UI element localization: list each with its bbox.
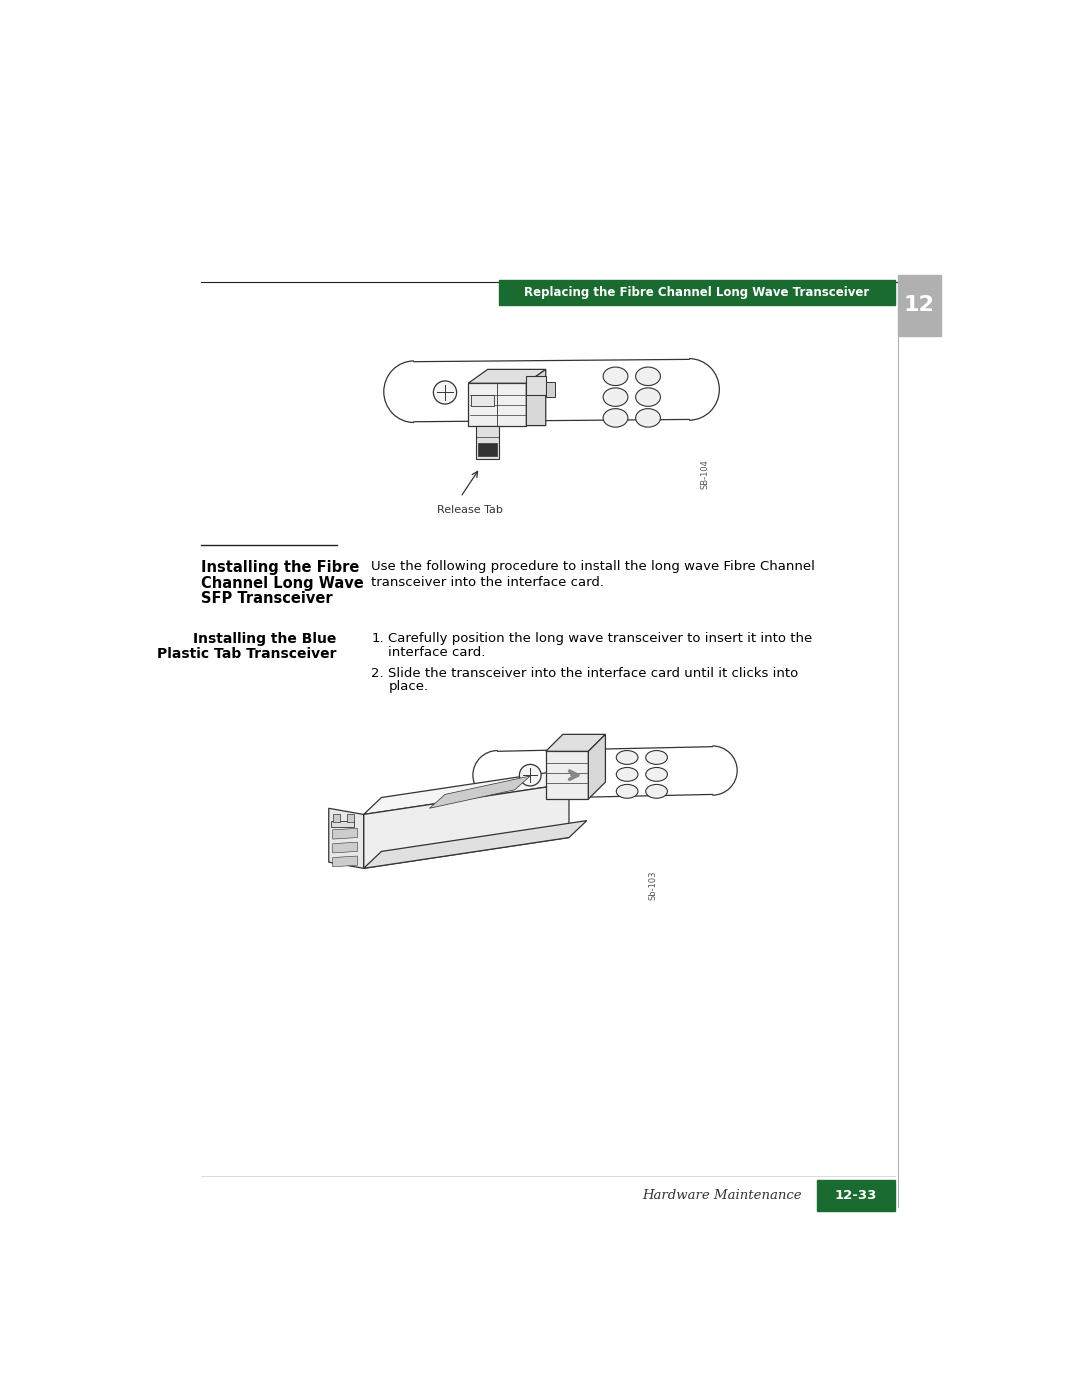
Ellipse shape xyxy=(617,767,638,781)
Ellipse shape xyxy=(646,767,667,781)
Text: Channel Long Wave: Channel Long Wave xyxy=(201,576,364,591)
Polygon shape xyxy=(333,856,357,866)
Bar xyxy=(471,395,494,407)
Circle shape xyxy=(433,381,457,404)
Bar xyxy=(499,279,894,305)
Ellipse shape xyxy=(603,367,627,386)
Text: Hardware Maintenance: Hardware Maintenance xyxy=(642,1189,801,1201)
Ellipse shape xyxy=(636,409,661,427)
Polygon shape xyxy=(476,426,499,458)
Text: Replacing the Fibre Channel Long Wave Transceiver: Replacing the Fibre Channel Long Wave Tr… xyxy=(524,286,869,299)
Polygon shape xyxy=(469,369,545,383)
Text: 2.: 2. xyxy=(372,666,384,679)
Polygon shape xyxy=(332,820,354,827)
Polygon shape xyxy=(333,828,357,840)
Polygon shape xyxy=(364,767,586,814)
Polygon shape xyxy=(526,369,545,426)
Ellipse shape xyxy=(617,784,638,798)
Ellipse shape xyxy=(646,784,667,798)
Ellipse shape xyxy=(617,750,638,764)
Text: Sb-103: Sb-103 xyxy=(648,870,658,900)
Polygon shape xyxy=(545,735,606,752)
Text: Plastic Tab Transceiver: Plastic Tab Transceiver xyxy=(157,647,337,661)
Ellipse shape xyxy=(646,750,667,764)
Polygon shape xyxy=(364,820,586,869)
Bar xyxy=(899,275,941,335)
Text: Installing the Blue: Installing the Blue xyxy=(193,631,337,645)
Text: place.: place. xyxy=(389,680,429,693)
Bar xyxy=(816,1180,894,1211)
Circle shape xyxy=(519,764,541,787)
Text: interface card.: interface card. xyxy=(389,645,486,659)
Text: Use the following procedure to install the long wave Fibre Channel: Use the following procedure to install t… xyxy=(372,560,815,573)
Text: SB-104: SB-104 xyxy=(700,460,710,489)
Polygon shape xyxy=(430,775,530,809)
Polygon shape xyxy=(328,809,364,869)
Polygon shape xyxy=(347,814,354,823)
Polygon shape xyxy=(478,443,497,457)
Ellipse shape xyxy=(603,388,627,407)
Ellipse shape xyxy=(603,409,627,427)
Text: 12: 12 xyxy=(904,295,934,314)
Polygon shape xyxy=(333,842,357,854)
Text: 1.: 1. xyxy=(372,631,384,645)
Text: Installing the Fibre: Installing the Fibre xyxy=(201,560,360,576)
Text: transceiver into the interface card.: transceiver into the interface card. xyxy=(372,576,605,588)
Polygon shape xyxy=(333,814,340,823)
Polygon shape xyxy=(589,735,606,799)
Polygon shape xyxy=(364,784,569,869)
Text: Release Tab: Release Tab xyxy=(437,506,503,515)
Polygon shape xyxy=(545,752,589,799)
Polygon shape xyxy=(469,383,526,426)
Text: SFP Transceiver: SFP Transceiver xyxy=(201,591,333,606)
Bar xyxy=(526,376,545,395)
Text: 12-33: 12-33 xyxy=(835,1189,877,1201)
Ellipse shape xyxy=(636,367,661,386)
Text: Slide the transceiver into the interface card until it clicks into: Slide the transceiver into the interface… xyxy=(389,666,799,679)
Bar xyxy=(545,381,555,397)
Ellipse shape xyxy=(636,388,661,407)
Text: Carefully position the long wave transceiver to insert it into the: Carefully position the long wave transce… xyxy=(389,631,812,645)
